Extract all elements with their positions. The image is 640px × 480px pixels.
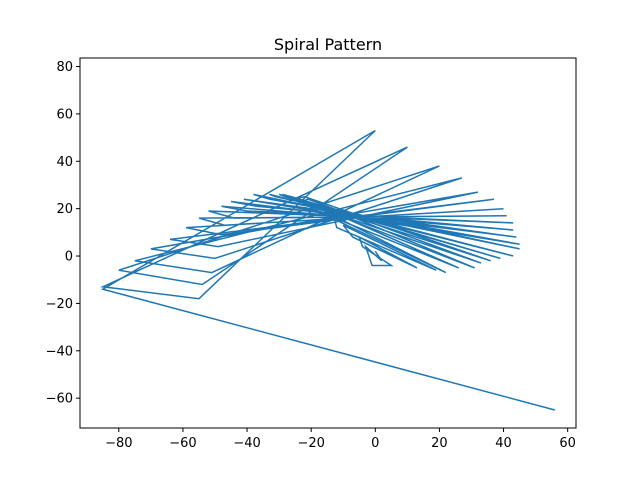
x-tick-label: 20: [431, 436, 448, 451]
series-line-0: [100, 129, 555, 411]
y-tick-label: −20: [46, 297, 73, 312]
x-tick-label: 0: [371, 436, 379, 451]
x-tick-label: −80: [105, 436, 132, 451]
y-axis: −60 −40 −20 0 20 40 60 80: [46, 60, 80, 407]
x-tick-label: −20: [297, 436, 324, 451]
y-tick-label: 0: [65, 250, 73, 265]
x-tick-label: 60: [559, 436, 576, 451]
y-tick-label: 20: [56, 202, 73, 217]
plot-area: [100, 129, 555, 411]
y-tick-label: −40: [46, 344, 73, 359]
x-tick-label: −60: [169, 436, 196, 451]
x-axis: −80 −60 −40 −20 0 20 40 60: [105, 428, 576, 451]
y-tick-label: −60: [46, 392, 73, 407]
y-tick-label: 80: [56, 60, 73, 75]
x-tick-label: 40: [495, 436, 512, 451]
y-tick-label: 60: [56, 107, 73, 122]
axes-frame: [79, 57, 577, 429]
chart-title: Spiral Pattern: [274, 35, 382, 54]
y-tick-label: 40: [56, 155, 73, 170]
x-tick-label: −40: [233, 436, 260, 451]
